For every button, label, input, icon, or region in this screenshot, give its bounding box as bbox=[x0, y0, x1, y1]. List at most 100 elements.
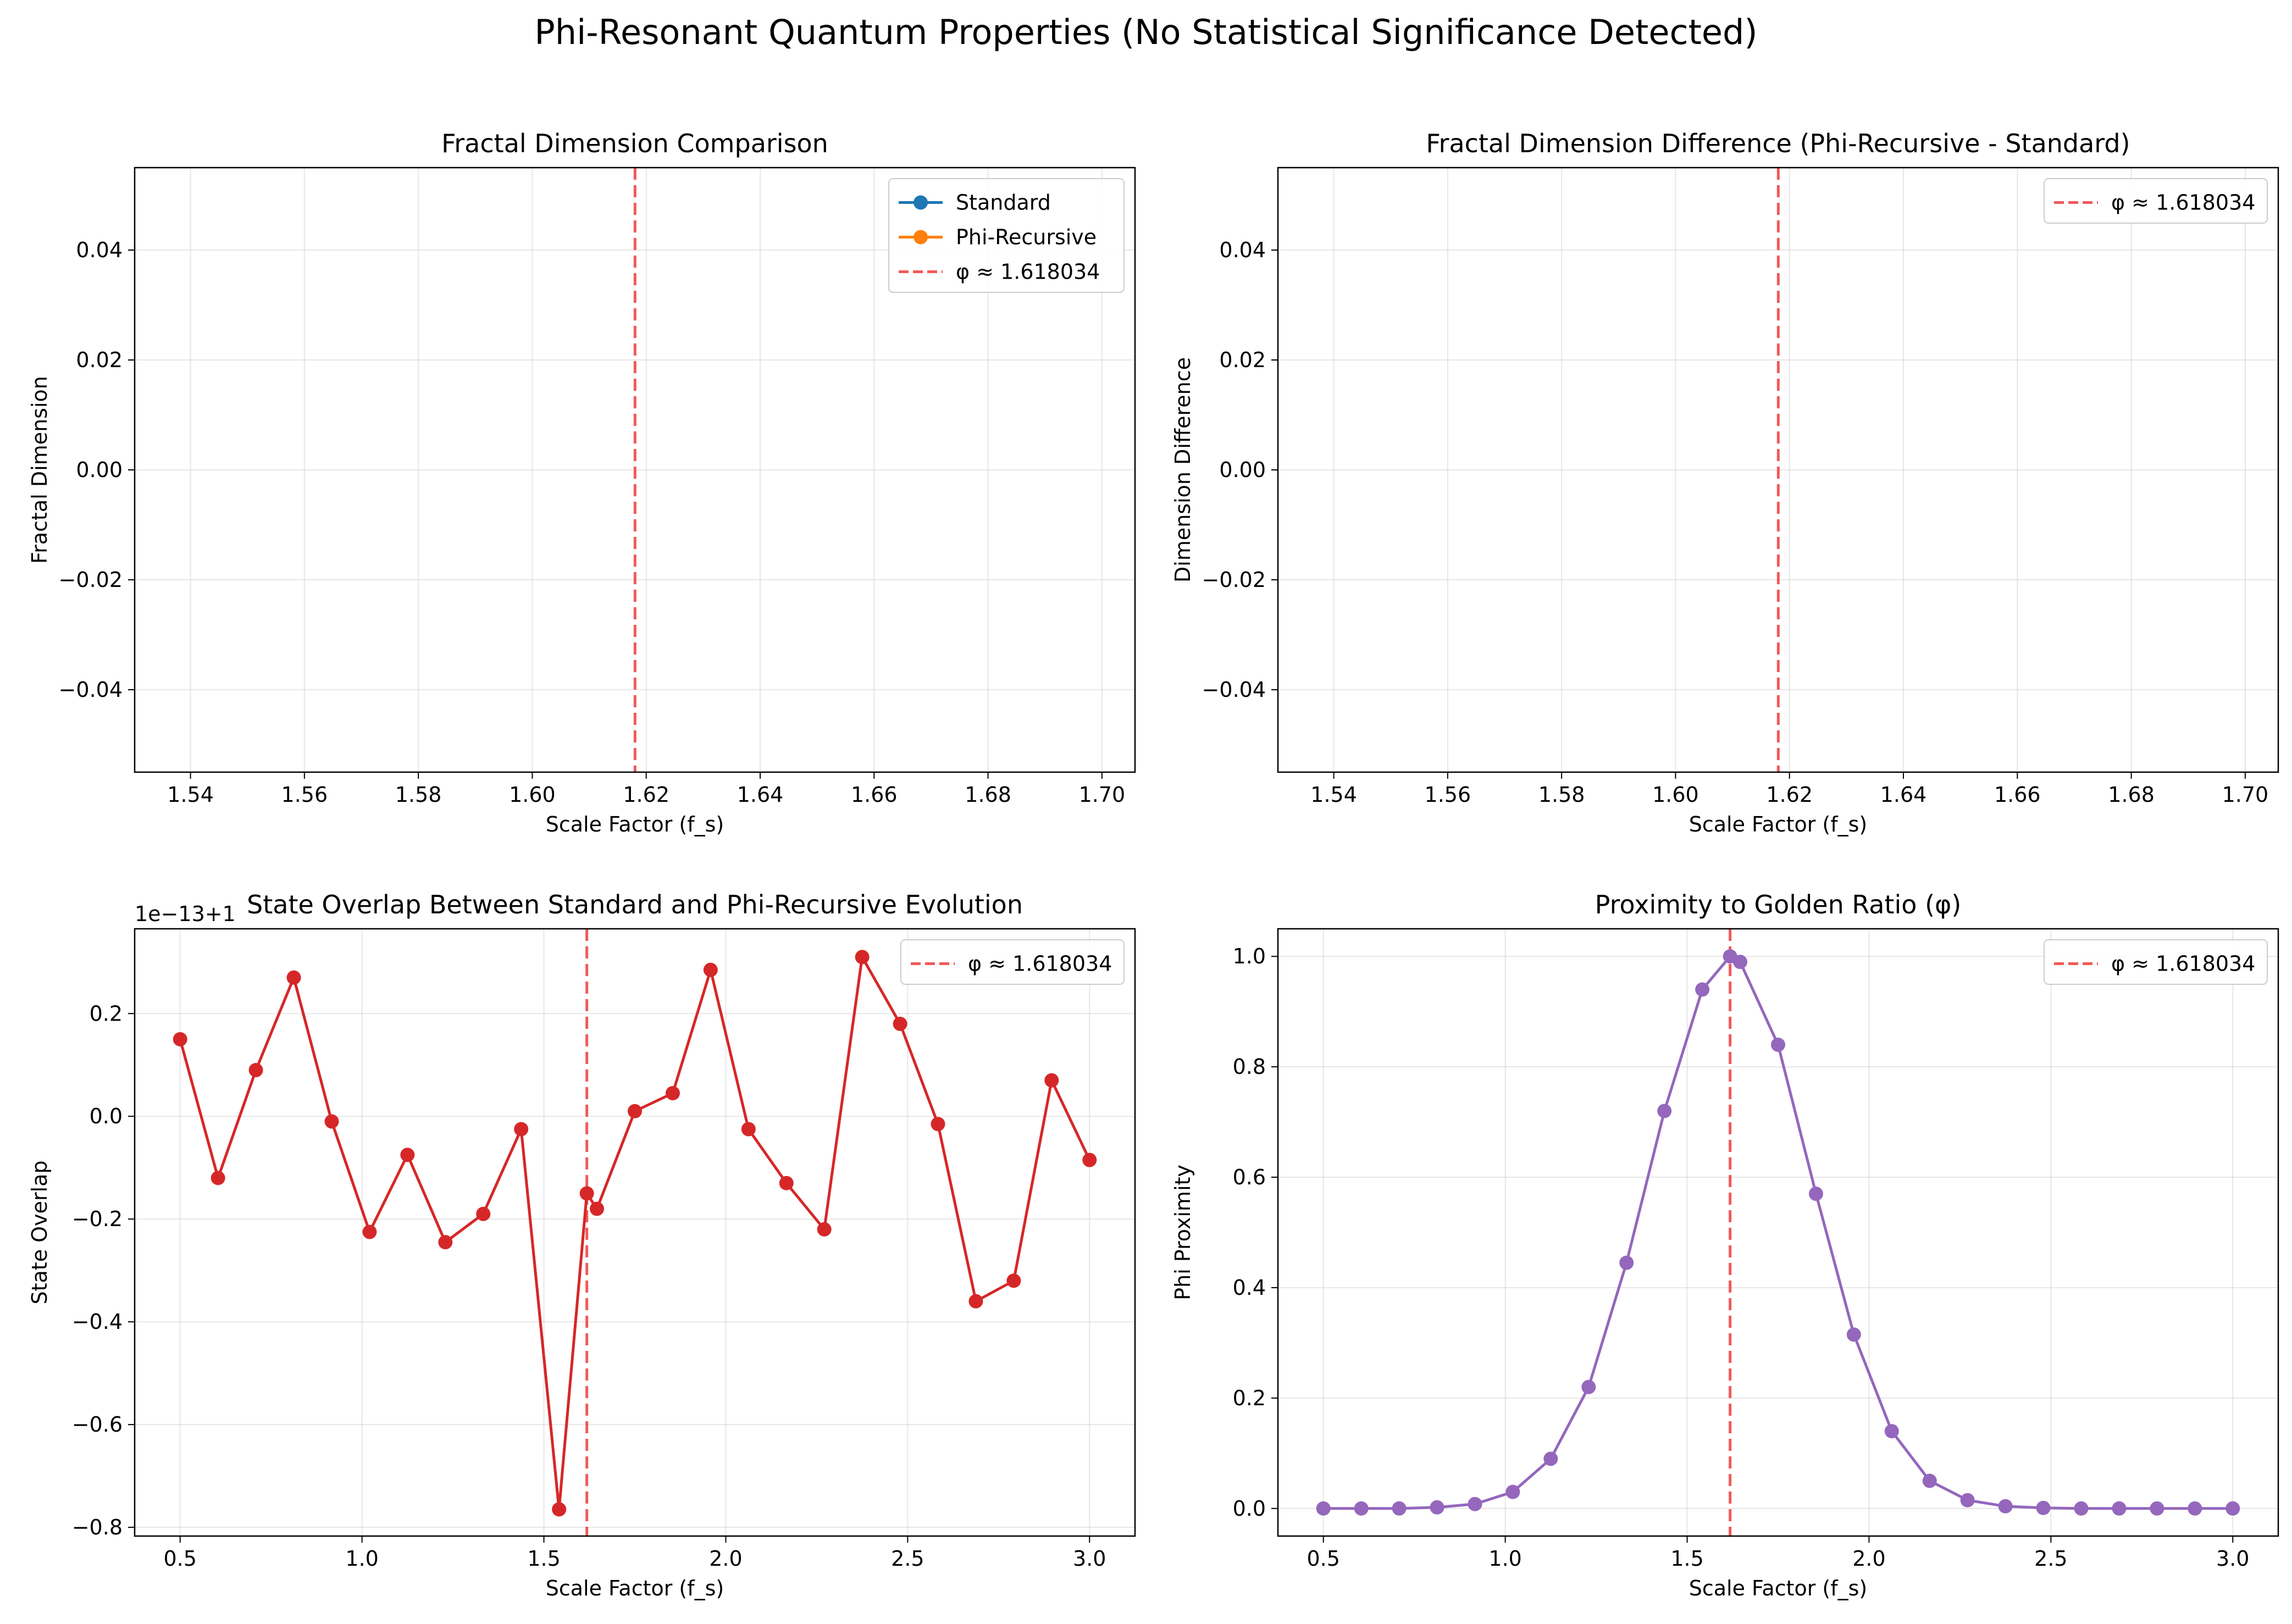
y-tick-label: −0.2 bbox=[72, 1207, 123, 1231]
plot-frame bbox=[1277, 928, 2279, 1537]
data-point bbox=[248, 1063, 263, 1078]
legend-item: φ ≈ 1.618034 bbox=[2054, 191, 2255, 215]
data-point bbox=[2036, 1500, 2051, 1515]
x-tick-label: 2.0 bbox=[709, 1547, 742, 1571]
data-point bbox=[741, 1122, 756, 1137]
x-tick-label: 1.60 bbox=[509, 783, 556, 807]
y-tick-label: −0.8 bbox=[72, 1515, 123, 1539]
legend-label: φ ≈ 1.618034 bbox=[2111, 191, 2255, 215]
y-tick-label: 0.02 bbox=[76, 348, 123, 372]
x-tick-label: 2.5 bbox=[2034, 1547, 2067, 1571]
legend: Standard Phi-Recursive φ ≈ 1.618034 bbox=[888, 178, 1125, 293]
data-point bbox=[1543, 1451, 1558, 1466]
x-tick-label: 0.5 bbox=[1307, 1547, 1340, 1571]
chart-panel-4: 0.5 1.0 1.5 2.0 2.5 3.0 0.0 0.2 0.4 0.6 0.8 1.0 Prox… bbox=[1171, 890, 2279, 1600]
legend-item: φ ≈ 1.618034 bbox=[899, 260, 1100, 284]
x-tick-label: 1.66 bbox=[1994, 783, 2041, 807]
x-tick-label: 1.70 bbox=[1079, 783, 1126, 807]
x-tick-label: 1.58 bbox=[395, 783, 442, 807]
data-point bbox=[1316, 1501, 1331, 1516]
x-tick-label: 1.5 bbox=[527, 1547, 560, 1571]
x-tick-label: 2.5 bbox=[891, 1547, 924, 1571]
data-point bbox=[324, 1114, 339, 1129]
x-tick-label: 1.0 bbox=[345, 1547, 378, 1571]
x-tick-label: 1.64 bbox=[737, 783, 784, 807]
data-point bbox=[2225, 1501, 2240, 1516]
data-point bbox=[1657, 1104, 1672, 1118]
legend-label: Phi-Recursive bbox=[956, 225, 1097, 250]
legend: φ ≈ 1.618034 bbox=[2044, 939, 2268, 985]
data-point bbox=[362, 1224, 377, 1239]
y-tick-label: 0.6 bbox=[1233, 1165, 1266, 1189]
y-tick-label: 0.4 bbox=[1233, 1276, 1266, 1300]
legend-label: φ ≈ 1.618034 bbox=[956, 260, 1100, 284]
data-point bbox=[1468, 1496, 1482, 1511]
legend-marker bbox=[914, 230, 928, 245]
data-point bbox=[2074, 1501, 2089, 1516]
x-tick-label: 1.54 bbox=[167, 783, 214, 807]
x-tick-label: 1.64 bbox=[1880, 783, 1927, 807]
data-point bbox=[579, 1186, 594, 1201]
x-tick-label: 1.68 bbox=[965, 783, 1011, 807]
x-tick-label: 2.0 bbox=[1852, 1547, 1885, 1571]
legend-label: φ ≈ 1.618034 bbox=[968, 952, 1112, 976]
data-point bbox=[968, 1294, 983, 1309]
grid bbox=[1278, 929, 2278, 1536]
x-tick-label: 1.56 bbox=[281, 783, 328, 807]
data-point bbox=[1354, 1501, 1369, 1516]
x-axis-label: Scale Factor (f_s) bbox=[546, 812, 724, 836]
y-tick-label: 0.04 bbox=[1219, 238, 1266, 262]
y-tick-label: −0.04 bbox=[1202, 678, 1266, 702]
x-axis-label: Scale Factor (f_s) bbox=[546, 1576, 724, 1600]
chart-panel-1: 1.54 1.56 1.58 1.60 1.62 1.64 1.66 1.68 1.70 −0.0… bbox=[27, 129, 1136, 836]
y-axis-label: Dimension Difference bbox=[1171, 357, 1195, 583]
legend-item: Phi-Recursive bbox=[899, 225, 1097, 250]
data-point bbox=[1808, 1187, 1823, 1201]
data-point bbox=[1619, 1255, 1634, 1270]
y-tick-label: −0.6 bbox=[72, 1412, 123, 1437]
data-point bbox=[400, 1148, 415, 1162]
data-point bbox=[1922, 1473, 1937, 1488]
plot-frame bbox=[134, 167, 1136, 773]
x-tick-label: 3.0 bbox=[1073, 1547, 1106, 1571]
chart-panel-2: 1.54 1.56 1.58 1.60 1.62 1.64 1.66 1.68 1.70 −0.0… bbox=[1171, 129, 2279, 836]
data-point bbox=[514, 1122, 529, 1137]
y-tick-label: 0.2 bbox=[90, 1001, 123, 1026]
data-point bbox=[2188, 1501, 2202, 1516]
data-point bbox=[1998, 1499, 2013, 1514]
y-tick-label: 0.0 bbox=[90, 1104, 123, 1128]
y-tick-label: 0.0 bbox=[1233, 1496, 1266, 1521]
plot-frame bbox=[134, 928, 1136, 1537]
x-tick-label: 0.5 bbox=[164, 1547, 197, 1571]
x-tick-label: 1.70 bbox=[2222, 783, 2269, 807]
data-point bbox=[1505, 1484, 1520, 1499]
series-1 bbox=[1316, 949, 2240, 1516]
data-point bbox=[2112, 1501, 2127, 1516]
series-1 bbox=[173, 950, 1097, 1517]
data-point bbox=[1430, 1500, 1444, 1515]
data-point bbox=[211, 1171, 225, 1185]
data-point bbox=[817, 1222, 832, 1237]
data-point bbox=[703, 962, 718, 977]
legend-box bbox=[2044, 178, 2268, 224]
legend-box bbox=[900, 939, 1125, 985]
y-tick-label: −0.02 bbox=[1202, 568, 1266, 592]
y-tick-label: −0.04 bbox=[59, 678, 123, 702]
legend: φ ≈ 1.618034 bbox=[900, 939, 1125, 985]
x-axis-label: Scale Factor (f_s) bbox=[1689, 1576, 1868, 1600]
x-tick-label: 1.62 bbox=[1766, 783, 1813, 807]
axis-offset-label: 1e−13+1 bbox=[135, 902, 236, 926]
data-point bbox=[665, 1086, 680, 1101]
data-point bbox=[2150, 1501, 2164, 1516]
plot-frame bbox=[1277, 167, 2279, 773]
y-tick-label: 0.00 bbox=[76, 458, 123, 482]
chart-panel-3: 0.5 1.0 1.5 2.0 2.5 3.0 −0.8 −0.6 −0.4 −0.2 0.0 0.2… bbox=[27, 890, 1136, 1600]
data-point bbox=[1960, 1493, 1975, 1507]
x-tick-label: 1.56 bbox=[1425, 783, 1471, 807]
chart-title: Proximity to Golden Ratio (φ) bbox=[1595, 890, 1962, 919]
x-tick-label: 1.0 bbox=[1488, 1547, 1521, 1571]
data-point bbox=[173, 1032, 187, 1046]
legend-item: Standard bbox=[899, 191, 1051, 215]
data-point bbox=[1846, 1327, 1861, 1342]
